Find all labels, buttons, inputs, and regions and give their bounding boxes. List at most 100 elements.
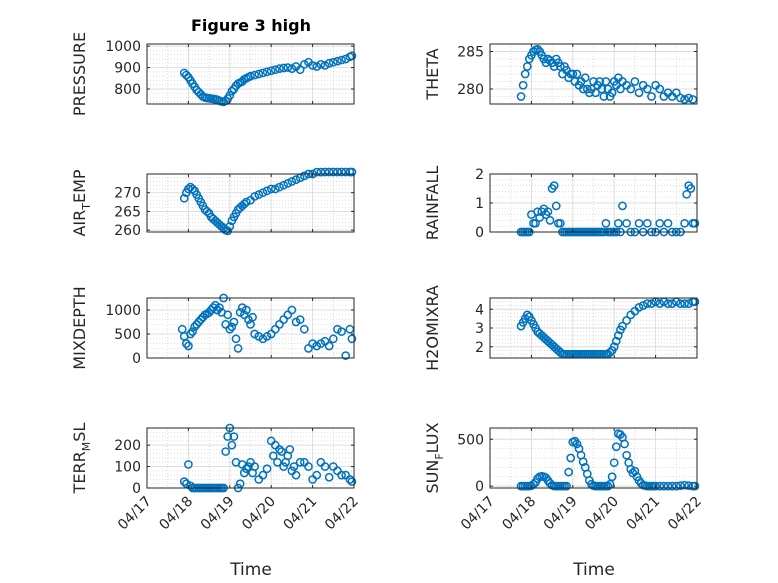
data-point — [347, 477, 357, 486]
data-point — [680, 95, 689, 104]
data-point — [605, 348, 615, 357]
data-point — [618, 321, 627, 331]
data-point — [659, 481, 669, 491]
data-point — [312, 167, 322, 177]
data-point — [254, 190, 264, 199]
data-point — [268, 451, 278, 461]
data-point — [312, 470, 322, 480]
data-point — [328, 334, 338, 344]
data-point — [609, 342, 619, 352]
data-point — [690, 481, 700, 491]
data-point — [551, 201, 561, 211]
data-point — [572, 69, 582, 79]
figure-title: Figure 3 high — [191, 16, 311, 35]
y-tick-label: 3 — [475, 321, 484, 337]
data-point — [667, 481, 677, 491]
data-point — [244, 462, 253, 471]
data-point — [225, 324, 235, 334]
data-point — [642, 218, 652, 228]
data-point — [337, 167, 346, 177]
data-point — [663, 299, 673, 308]
subplot-air_temp: 260 265 270 AIRTEMP — [70, 167, 357, 239]
data-point — [239, 468, 249, 478]
data-point — [324, 167, 334, 177]
data-point — [221, 447, 231, 456]
y-tick-label: 0 — [475, 225, 484, 241]
data-point — [266, 184, 276, 194]
x-tick-label: 04/18 — [499, 494, 539, 534]
data-point — [324, 341, 334, 351]
data-point — [188, 327, 197, 336]
subplot-rainfall: 0 1 2 RAINFALL — [423, 166, 700, 241]
data-point — [181, 479, 191, 489]
data-point — [556, 218, 565, 228]
data-point — [270, 65, 280, 75]
data-point — [611, 442, 621, 452]
x-axis-label-right: Time — [572, 560, 615, 580]
data-point — [328, 57, 338, 67]
y-axis-label: RAINFALL — [423, 166, 442, 241]
data-point — [316, 167, 326, 177]
axes-box — [146, 427, 355, 489]
data-point — [603, 481, 613, 491]
x-tick-label: 04/20 — [582, 494, 622, 534]
data-point — [626, 84, 636, 94]
y-tick-label: 4 — [475, 302, 484, 318]
y-tick-label: 200 — [114, 438, 141, 454]
data-point — [320, 462, 330, 471]
data-point — [242, 305, 251, 315]
data-point — [578, 84, 588, 94]
data-point — [663, 481, 673, 491]
data-point — [258, 470, 268, 480]
data-point — [258, 188, 268, 198]
y-axis-label: SUNFLUX — [423, 422, 446, 493]
data-point — [341, 351, 351, 360]
data-point — [227, 440, 237, 450]
data-point — [642, 84, 652, 94]
data-point — [275, 64, 284, 73]
data-point — [549, 181, 559, 190]
data-point — [250, 192, 259, 201]
data-point — [250, 462, 259, 471]
series-markers — [177, 293, 357, 360]
data-point — [181, 339, 191, 348]
data-point — [184, 460, 193, 469]
data-point — [246, 71, 255, 81]
data-point — [634, 303, 644, 312]
data-point — [324, 58, 334, 68]
data-point — [531, 218, 540, 228]
data-point — [566, 453, 576, 463]
data-point — [638, 301, 648, 310]
data-point — [556, 62, 565, 71]
data-point — [291, 175, 301, 184]
data-point — [533, 44, 542, 54]
data-point — [347, 51, 357, 61]
x-tick-label: 04/22 — [665, 494, 705, 534]
x-tick-label: 04/19 — [541, 494, 581, 534]
data-point — [304, 462, 313, 471]
x-tick-label: 04/20 — [239, 494, 279, 534]
data-point — [595, 77, 605, 86]
data-point — [223, 226, 233, 236]
data-point — [229, 317, 239, 327]
data-point — [337, 327, 346, 336]
data-point — [299, 171, 309, 181]
data-point — [634, 218, 644, 228]
data-point — [684, 481, 694, 491]
y-tick-label: 800 — [114, 82, 141, 98]
data-point — [647, 92, 656, 101]
data-point — [655, 218, 665, 228]
data-point — [578, 457, 588, 467]
data-point — [630, 77, 640, 86]
data-point — [262, 186, 272, 196]
data-point — [279, 63, 288, 73]
data-point — [676, 481, 685, 491]
data-point — [347, 334, 357, 344]
data-point — [287, 64, 297, 73]
data-point — [682, 189, 692, 199]
subplot-theta: 280 285 THETA — [423, 43, 698, 105]
data-point — [607, 472, 617, 482]
data-point — [320, 167, 330, 177]
